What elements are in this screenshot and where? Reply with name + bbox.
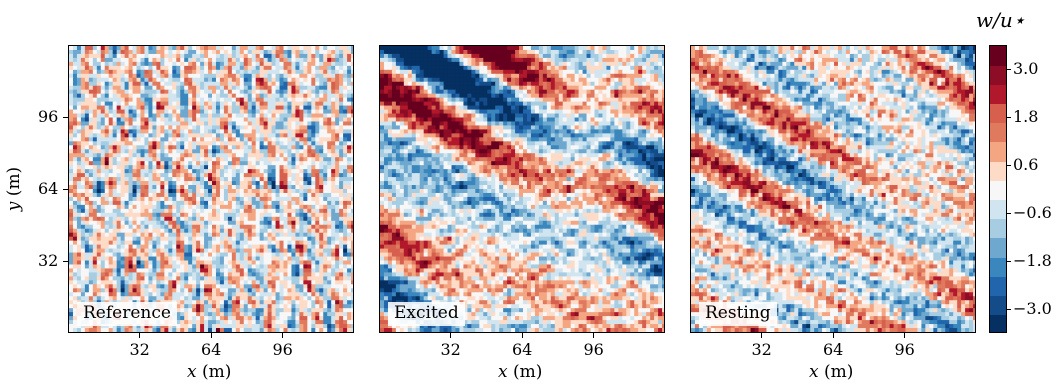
colorbar-level bbox=[990, 65, 1006, 85]
colorbar-level bbox=[990, 314, 1006, 332]
panel-label: Excited bbox=[388, 302, 465, 326]
x-tick-label: 96 bbox=[583, 340, 604, 359]
colorbar-tick-label: −1.8 bbox=[1013, 251, 1052, 270]
x-tick-label: 96 bbox=[894, 340, 915, 359]
x-tick-label: 32 bbox=[751, 340, 772, 359]
x-tick-label: 64 bbox=[512, 340, 533, 359]
y-axis-title: y (m) bbox=[4, 167, 24, 211]
colorbar-level bbox=[990, 257, 1006, 277]
y-tick-label: 32 bbox=[38, 251, 59, 270]
colorbar-level bbox=[990, 218, 1006, 239]
x-tick-mark bbox=[832, 333, 834, 338]
colorbar-tick-mark bbox=[1007, 212, 1011, 214]
x-tick-label: 64 bbox=[201, 340, 222, 359]
x-axis-title: x (m) bbox=[809, 362, 853, 382]
colorbar-level bbox=[990, 161, 1006, 181]
colorbar-tick-label: −3.0 bbox=[1013, 299, 1052, 318]
x-tick-label: 96 bbox=[272, 340, 293, 359]
x-tick-mark bbox=[139, 333, 140, 338]
colorbar-level bbox=[990, 238, 1006, 258]
colorbar bbox=[989, 45, 1007, 333]
colorbar-level bbox=[990, 122, 1006, 143]
y-tick-mark bbox=[63, 188, 68, 190]
x-axis-unit: (m) bbox=[507, 362, 543, 382]
x-axis-var: x bbox=[187, 362, 197, 382]
x-axis-unit: (m) bbox=[818, 362, 854, 382]
colorbar-level bbox=[990, 180, 1006, 201]
colorbar-tick-mark bbox=[1007, 308, 1011, 310]
colorbar-tick-label: −0.6 bbox=[1013, 203, 1052, 222]
colorbar-level bbox=[990, 84, 1006, 105]
colorbar-level bbox=[990, 295, 1006, 316]
colorbar-title: w/u⋆ bbox=[976, 8, 1026, 32]
y-axis-var: y bbox=[4, 201, 25, 212]
x-tick-mark bbox=[904, 333, 905, 338]
heatmap-field bbox=[380, 46, 664, 332]
colorbar-tick-mark bbox=[1007, 68, 1011, 70]
colorbar-level bbox=[990, 46, 1006, 66]
heatmap-panel-excited: Excited bbox=[379, 45, 665, 333]
panel-label: Resting bbox=[699, 302, 777, 326]
x-tick-label: 32 bbox=[129, 340, 150, 359]
colorbar-tick-label: 0.6 bbox=[1013, 155, 1039, 174]
colorbar-tick-mark bbox=[1007, 116, 1011, 118]
x-tick-mark bbox=[282, 333, 283, 338]
x-axis-var: x bbox=[498, 362, 508, 382]
heatmap-field bbox=[69, 46, 353, 332]
x-tick-mark bbox=[761, 333, 762, 338]
colorbar-tick-mark bbox=[1007, 260, 1011, 262]
colorbar-level bbox=[990, 103, 1006, 124]
y-tick-mark bbox=[63, 260, 68, 262]
y-tick-label: 64 bbox=[38, 179, 59, 198]
colorbar-level bbox=[990, 276, 1006, 297]
colorbar-level bbox=[990, 142, 1006, 162]
heatmap-panel-resting: Resting bbox=[690, 45, 976, 333]
colorbar-tick-label: 3.0 bbox=[1013, 59, 1039, 78]
x-axis-unit: (m) bbox=[196, 362, 232, 382]
y-axis-unit: (m) bbox=[4, 166, 25, 202]
heatmap-panel-reference: Reference bbox=[68, 45, 354, 333]
colorbar-level bbox=[990, 199, 1006, 220]
x-axis-title: x (m) bbox=[187, 362, 231, 382]
y-tick-label: 96 bbox=[38, 107, 59, 126]
y-tick-mark bbox=[63, 116, 68, 118]
x-axis-title: x (m) bbox=[498, 362, 542, 382]
x-axis-var: x bbox=[809, 362, 819, 382]
heatmap-field bbox=[691, 46, 975, 332]
x-tick-mark bbox=[593, 333, 594, 338]
colorbar-tick-mark bbox=[1007, 164, 1011, 166]
x-tick-mark bbox=[450, 333, 451, 338]
panel-label: Reference bbox=[77, 302, 177, 326]
x-tick-mark bbox=[210, 333, 212, 338]
x-tick-label: 64 bbox=[823, 340, 844, 359]
x-tick-label: 32 bbox=[440, 340, 461, 359]
x-tick-mark bbox=[521, 333, 523, 338]
colorbar-tick-label: 1.8 bbox=[1013, 107, 1039, 126]
